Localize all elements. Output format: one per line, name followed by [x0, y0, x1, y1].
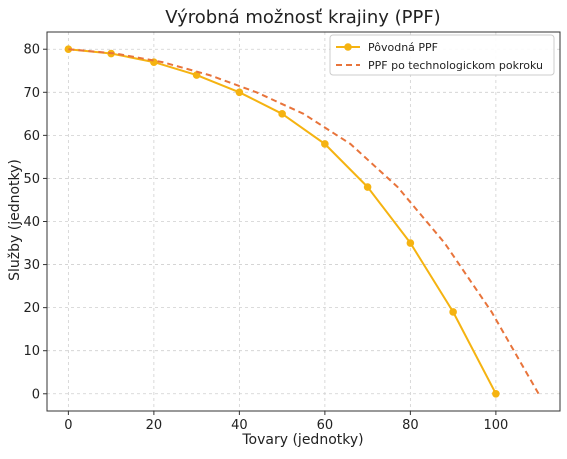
- y-tick-label: 0: [32, 387, 40, 402]
- series-group: [68, 48, 540, 395]
- series-layer: [64, 45, 540, 398]
- axes: 0 20 40 60 80 100 0 10 20 30 40 50 60 70 80: [23, 31, 561, 433]
- legend-item: Pôvodná PPF: [336, 41, 438, 54]
- data-point: [278, 110, 286, 118]
- x-tick-label: 100: [483, 418, 508, 433]
- x-axis-label: Tovary (jednotky): [241, 432, 363, 448]
- y-tick-label: 20: [23, 301, 40, 316]
- data-point: [321, 140, 329, 148]
- data-point: [492, 389, 500, 398]
- legend-box: [329, 34, 555, 76]
- y-tick-label: 80: [23, 43, 40, 58]
- y-tick-label: 40: [23, 215, 40, 230]
- data-point: [235, 88, 244, 97]
- y-axis-label: Služby (jednotky): [7, 159, 23, 281]
- y-tick-label: 70: [23, 86, 40, 101]
- x-tick-label: 60: [317, 418, 334, 433]
- data-point: [192, 71, 201, 79]
- data-point: [363, 183, 372, 191]
- x-tick-label: 40: [231, 418, 248, 433]
- series-line: [68, 48, 540, 395]
- data-point: [449, 308, 457, 316]
- data-point: [406, 239, 415, 247]
- legend-item: PPF po technologickom pokroku: [336, 59, 543, 72]
- x-tick-label: 0: [64, 418, 72, 433]
- y-tick-label: 50: [23, 172, 40, 187]
- y-tick-label: 10: [23, 344, 40, 359]
- legend-swatch-marker: [344, 43, 352, 51]
- y-tick-label: 30: [23, 258, 40, 273]
- legend-label: PPF po technologickom pokroku: [368, 59, 543, 72]
- x-tick-label: 20: [146, 418, 163, 433]
- x-tick-label: 80: [402, 418, 419, 433]
- legend-label: Pôvodná PPF: [368, 41, 438, 54]
- data-point: [64, 45, 73, 54]
- chart-title: Výrobná možnosť krajiny (PPF): [165, 7, 440, 28]
- legend: Pôvodná PPF PPF po technologickom pokroku: [329, 34, 555, 76]
- y-tick-label: 60: [23, 129, 40, 144]
